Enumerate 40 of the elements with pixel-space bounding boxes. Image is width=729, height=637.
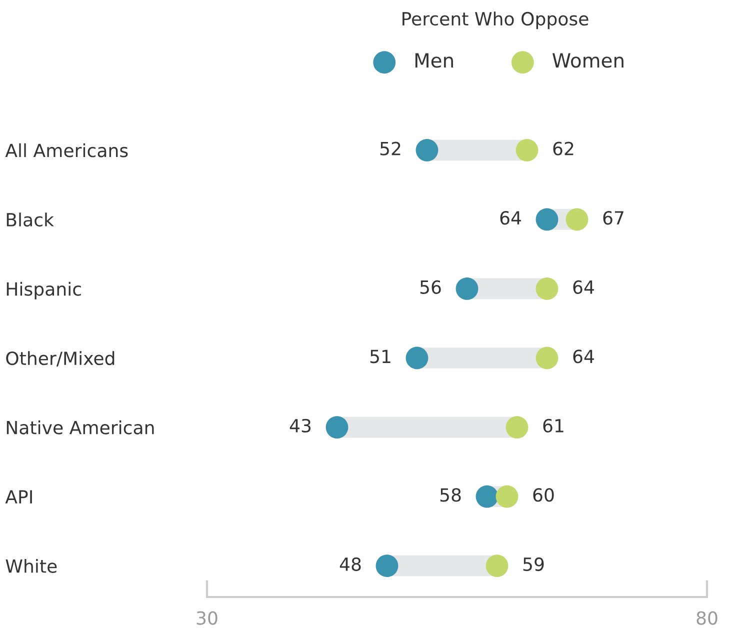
legend-label: Men	[415, 53, 453, 68]
point	[326, 416, 348, 438]
data-label: 64	[573, 350, 594, 364]
point	[536, 278, 558, 300]
y-tick-label: Black	[6, 212, 54, 227]
point	[376, 554, 398, 578]
point	[456, 278, 478, 300]
legend-title: Percent Who Oppose	[402, 12, 588, 30]
point	[476, 485, 498, 508]
data-label: 62	[553, 142, 574, 156]
y-tick-label: Hispanic	[6, 282, 81, 300]
point	[486, 554, 508, 578]
data-label: 60	[533, 488, 554, 502]
x-tick-label: 30	[196, 611, 218, 625]
y-tick-label: Other/Mixed	[6, 351, 114, 367]
data-label: 52	[380, 142, 400, 156]
data-label: 51	[370, 350, 390, 364]
data-label: 48	[340, 557, 361, 572]
point	[516, 138, 538, 162]
point	[506, 416, 528, 438]
point	[406, 346, 428, 370]
x-tick-label: 80	[696, 611, 718, 625]
data-label: 59	[523, 557, 544, 572]
data-label: 64	[500, 211, 521, 225]
data-label: 58	[440, 488, 461, 502]
point	[536, 346, 558, 370]
point	[536, 208, 558, 231]
data-label: 64	[573, 280, 594, 294]
point	[566, 208, 588, 231]
point	[416, 138, 438, 162]
data-label: 56	[420, 280, 441, 294]
y-tick-label: All Americans	[5, 143, 128, 158]
y-tick-label: API	[5, 490, 32, 504]
data-label: 43	[290, 418, 311, 433]
legend-label: Women	[552, 53, 624, 68]
y-tick-label: Native American	[6, 420, 154, 434]
point	[496, 485, 518, 508]
data-label: 61	[543, 418, 564, 433]
y-tick-label: White	[6, 558, 57, 573]
data-label: 67	[603, 211, 624, 225]
